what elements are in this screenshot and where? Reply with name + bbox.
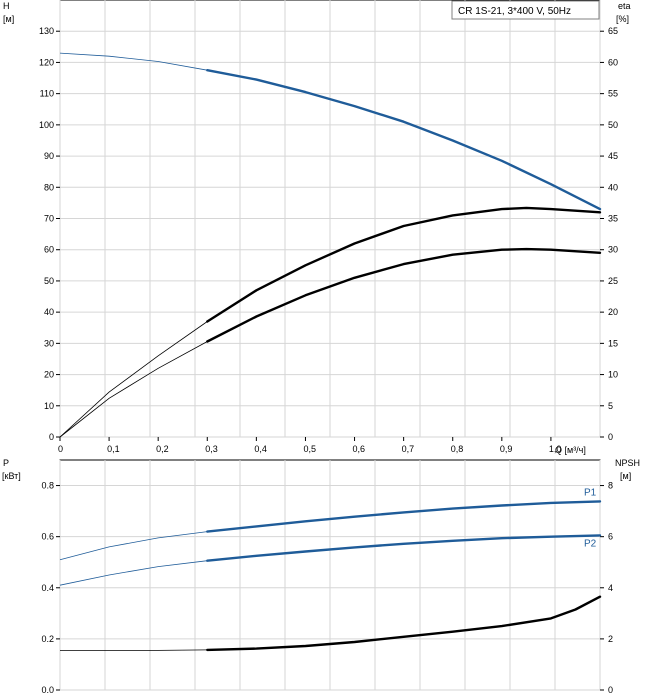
top-tick-labels: 0 10 20 30 40 50 60 70 80 90 100 110 120 130 0 5 10 15 20 2… — [39, 26, 618, 454]
bottom-right-tick-label: 4 — [608, 583, 613, 593]
top-grid — [56, 0, 604, 441]
top-right-tick-label: 60 — [608, 57, 618, 67]
bottom-left-axis-unit: [кВт] — [2, 471, 21, 481]
bottom-series-0-operating — [206, 500, 602, 533]
bottom-series-label-p2: P2 — [584, 538, 597, 549]
bottom-right-tick-label: 6 — [608, 532, 613, 542]
bottom-right-axis-unit: [м] — [620, 471, 631, 481]
top-left-tick-label: 60 — [44, 245, 54, 255]
top-left-tick-label: 40 — [44, 307, 54, 317]
x-tick-label: 0,6 — [353, 444, 366, 454]
bottom-right-axis-label: NPSH — [615, 458, 640, 468]
x-axis-label: Q [м³/ч] — [555, 445, 586, 455]
top-left-tick-label: 50 — [44, 276, 54, 286]
top-right-tick-label: 35 — [608, 214, 618, 224]
top-right-tick-label: 30 — [608, 245, 618, 255]
top-right-tick-label: 10 — [608, 370, 618, 380]
top-right-tick-label: 55 — [608, 89, 618, 99]
top-right-tick-label: 45 — [608, 151, 618, 161]
top-right-tick-label: 65 — [608, 26, 618, 36]
bottom-left-tick-label: 0.8 — [41, 481, 54, 491]
bottom-tick-labels: 0.0 0.2 0.4 0.6 0.8 0 2 4 6 8 — [41, 481, 613, 695]
top-left-axis-unit: [м] — [3, 14, 14, 24]
bottom-series-1-operating — [206, 534, 602, 562]
bottom-series: P1 P2 — [59, 487, 602, 652]
bottom-left-tick-label: 0.0 — [41, 685, 54, 695]
bottom-series-label-p1: P1 — [584, 487, 597, 498]
bottom-left-tick-label: 0.4 — [41, 583, 54, 593]
top-left-axis-label: H — [3, 1, 10, 11]
x-tick-label: 0,7 — [402, 444, 415, 454]
x-tick-label: 0,9 — [500, 444, 513, 454]
top-right-tick-label: 20 — [608, 307, 618, 317]
bottom-left-tick-label: 0.6 — [41, 532, 54, 542]
top-series — [59, 52, 602, 438]
top-series-0-operating — [206, 68, 602, 211]
bottom-grid — [56, 460, 604, 691]
top-right-axis-unit: [%] — [616, 14, 629, 24]
bottom-left-tick-label: 0.2 — [41, 634, 54, 644]
bottom-series-2-operating — [206, 595, 602, 652]
top-left-tick-label: 10 — [44, 401, 54, 411]
top-left-tick-label: 20 — [44, 370, 54, 380]
x-tick-label: 0 — [58, 444, 63, 454]
top-series-1-operating — [206, 206, 602, 323]
x-tick-label: 1,0 — [549, 444, 562, 454]
bottom-right-tick-label: 0 — [608, 685, 613, 695]
top-right-tick-label: 5 — [608, 401, 613, 411]
top-left-tick-label: 130 — [39, 26, 54, 36]
top-left-tick-label: 80 — [44, 182, 54, 192]
top-right-tick-label: 40 — [608, 182, 618, 192]
top-left-tick-label: 120 — [39, 57, 54, 67]
bottom-left-axis-label: P — [3, 458, 9, 468]
bottom-right-tick-label: 2 — [608, 634, 613, 644]
x-tick-label: 0,1 — [107, 444, 120, 454]
x-tick-label: 0,3 — [205, 444, 218, 454]
legend-box — [451, 0, 600, 20]
top-right-tick-label: 0 — [608, 432, 613, 442]
x-tick-label: 0,5 — [303, 444, 316, 454]
bottom-right-tick-label: 8 — [608, 481, 613, 491]
x-tick-label: 0,2 — [156, 444, 169, 454]
top-left-tick-label: 30 — [44, 338, 54, 348]
x-tick-label: 0,8 — [451, 444, 464, 454]
top-left-tick-label: 0 — [49, 432, 54, 442]
top-left-tick-label: 90 — [44, 151, 54, 161]
top-series-2-operating — [206, 247, 602, 343]
top-left-tick-label: 70 — [44, 214, 54, 224]
legend-text: CR 1S-21, 3*400 V, 50Hz — [458, 6, 571, 17]
x-tick-label: 0,4 — [254, 444, 267, 454]
top-right-axis-label: eta — [618, 1, 631, 11]
top-right-tick-label: 25 — [608, 276, 618, 286]
top-left-tick-label: 110 — [40, 89, 54, 99]
top-right-tick-label: 15 — [608, 338, 618, 348]
top-right-tick-label: 50 — [608, 120, 618, 130]
top-left-tick-label: 100 — [39, 120, 54, 130]
